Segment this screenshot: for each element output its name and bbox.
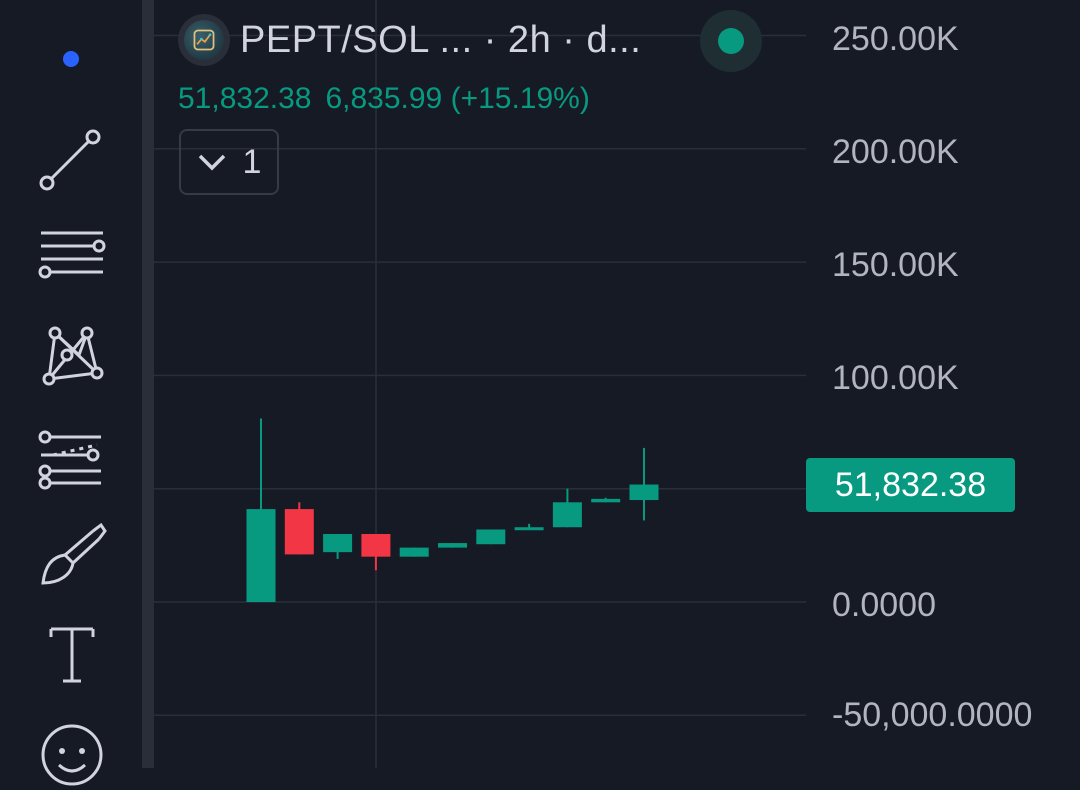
candle-body bbox=[591, 498, 621, 503]
legend-last-price: 51,832.38 bbox=[178, 82, 312, 115]
legend-change: 6,835.99 (+15.19%) bbox=[325, 82, 590, 115]
chart-pane[interactable]: PEPT/SOL ... · 2h · d... 51,832.38 6,835.… bbox=[154, 0, 1080, 768]
drawing-toolbar bbox=[0, 0, 142, 786]
candle[interactable] bbox=[514, 523, 544, 531]
candle-body bbox=[246, 509, 276, 602]
trend-line-tool[interactable] bbox=[30, 118, 114, 202]
brush-tool[interactable] bbox=[30, 512, 114, 596]
pattern-icon bbox=[42, 326, 104, 386]
text-tool[interactable] bbox=[30, 612, 114, 696]
active-indicator-dot bbox=[63, 51, 79, 67]
candle[interactable] bbox=[399, 547, 429, 557]
chart-canvas[interactable] bbox=[154, 0, 1080, 768]
fib-lines-icon bbox=[38, 430, 101, 490]
price-axis-label: 250.00K bbox=[832, 20, 959, 58]
emoji-tool[interactable] bbox=[30, 706, 114, 790]
price-axis-label: 200.00K bbox=[832, 133, 959, 171]
candle-body bbox=[284, 509, 314, 555]
fib-lines-tool[interactable] bbox=[30, 414, 114, 498]
candle-body bbox=[438, 543, 467, 548]
price-info: 51,832.38 6,835.99 (+15.19%) bbox=[178, 82, 604, 116]
market-status-dot bbox=[718, 28, 744, 54]
candle[interactable] bbox=[438, 543, 467, 548]
horizontal-lines-tool[interactable] bbox=[30, 214, 114, 298]
chevron-down-icon bbox=[198, 154, 225, 171]
candle[interactable] bbox=[629, 447, 659, 521]
price-axis-label: 100.00K bbox=[832, 359, 959, 397]
indicators-count: 1 bbox=[242, 142, 262, 181]
candle-body bbox=[399, 547, 429, 557]
candle[interactable] bbox=[284, 502, 314, 555]
text-tool-icon bbox=[49, 627, 95, 683]
candle[interactable] bbox=[246, 418, 276, 602]
candle-body bbox=[629, 484, 659, 501]
current-price-tag[interactable]: 51,832.38 bbox=[806, 458, 1015, 512]
price-axis-label: 150.00K bbox=[832, 246, 959, 284]
candle-body bbox=[361, 534, 391, 557]
candle[interactable] bbox=[476, 529, 506, 545]
price-axis-label: -50,000.0000 bbox=[832, 696, 1033, 734]
emoji-icon bbox=[41, 724, 103, 786]
symbol-title[interactable]: PEPT/SOL ... · 2h · d... bbox=[240, 18, 642, 61]
indicators-collapse-button[interactable]: 1 bbox=[179, 129, 279, 195]
brush-icon bbox=[41, 522, 107, 585]
candle[interactable] bbox=[323, 534, 353, 559]
chart-legend[interactable]: PEPT/SOL ... · 2h · d... bbox=[178, 14, 641, 66]
symbol-logo-icon bbox=[178, 14, 230, 66]
pattern-tool[interactable] bbox=[30, 312, 114, 396]
trend-line-icon bbox=[39, 129, 101, 191]
candle[interactable] bbox=[591, 497, 621, 503]
candle-body bbox=[514, 527, 544, 531]
candle[interactable] bbox=[552, 488, 582, 528]
candle-body bbox=[476, 529, 506, 545]
candle[interactable] bbox=[361, 534, 391, 571]
horizontal-lines-icon bbox=[38, 231, 106, 279]
market-status-indicator[interactable] bbox=[700, 10, 762, 72]
candle-body bbox=[323, 534, 353, 553]
price-axis-label: 0.0000 bbox=[832, 586, 936, 624]
candle-body bbox=[552, 502, 582, 528]
toolbar-divider bbox=[142, 0, 154, 768]
